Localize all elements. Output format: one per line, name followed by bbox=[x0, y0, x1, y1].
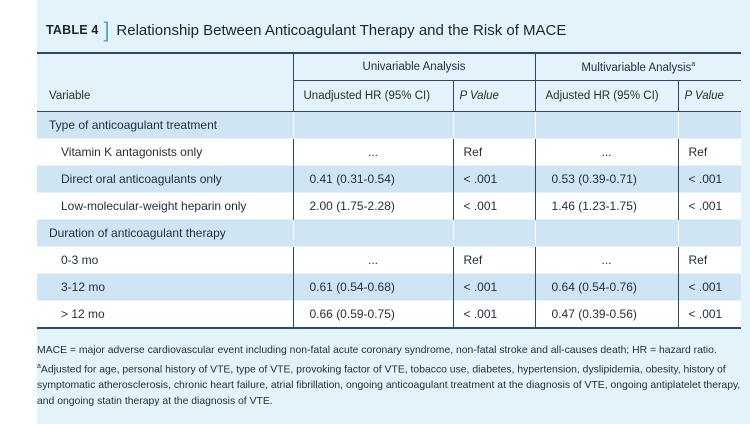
header-multivariable: Multivariable Analysisa bbox=[534, 52, 742, 81]
cell-adjusted-hr bbox=[534, 111, 679, 139]
cell-p-value bbox=[452, 219, 536, 247]
table-row: Type of anticoagulant treatment bbox=[37, 111, 742, 139]
table-row: Direct oral anticoagulants only 0.41 (0.… bbox=[37, 165, 742, 193]
cell-p-value: < .001 bbox=[452, 300, 536, 329]
cell-p-value: < .001 bbox=[452, 165, 536, 193]
header-univariable: Univariable Analysis bbox=[292, 52, 536, 81]
cell-p-value: < .001 bbox=[452, 273, 536, 301]
table-row: Low-molecular-weight heparin only 2.00 (… bbox=[37, 192, 742, 220]
table-row: Vitamin K antagonists only ... Ref ... R… bbox=[37, 138, 742, 166]
cell-p-value: Ref bbox=[677, 246, 742, 274]
header-p-value-univariable: P Value bbox=[452, 80, 536, 112]
cell-unadjusted-hr: ... bbox=[292, 246, 453, 274]
cell-p-value bbox=[677, 111, 742, 139]
cell-p-value: < .001 bbox=[452, 192, 536, 220]
header-blank bbox=[37, 52, 293, 81]
row-label: Type of anticoagulant treatment bbox=[37, 111, 293, 139]
row-label: 0-3 mo bbox=[37, 246, 293, 274]
cell-unadjusted-hr: ... bbox=[292, 138, 453, 166]
cell-p-value: < .001 bbox=[677, 300, 742, 329]
row-label: Low-molecular-weight heparin only bbox=[37, 192, 293, 220]
header-multivariable-sup: a bbox=[691, 60, 696, 68]
footnote-abbreviations: MACE = major adverse cardiovascular even… bbox=[37, 345, 717, 356]
cell-unadjusted-hr: 0.61 (0.54-0.68) bbox=[292, 273, 453, 301]
table-title: TABLE 4 ] Relationship Between Anticoagu… bbox=[46, 18, 566, 42]
cell-adjusted-hr: 0.53 (0.39-0.71) bbox=[534, 165, 679, 193]
cell-unadjusted-hr: 0.66 (0.59-0.75) bbox=[292, 300, 453, 329]
table-number: TABLE 4 bbox=[46, 23, 99, 37]
cell-unadjusted-hr bbox=[292, 219, 453, 247]
row-label: > 12 mo bbox=[37, 300, 293, 329]
header-group-row: Univariable Analysis Multivariable Analy… bbox=[37, 52, 742, 81]
footnote-marker: a bbox=[37, 363, 41, 370]
table-row: 0-3 mo ... Ref ... Ref bbox=[37, 246, 742, 274]
cell-adjusted-hr: ... bbox=[534, 246, 679, 274]
row-label: Duration of anticoagulant therapy bbox=[37, 219, 293, 247]
table-row: > 12 mo 0.66 (0.59-0.75) < .001 0.47 (0.… bbox=[37, 300, 742, 329]
cell-p-value: < .001 bbox=[677, 273, 742, 301]
table-title-text: Relationship Between Anticoagulant Thera… bbox=[116, 21, 567, 39]
cell-p-value: Ref bbox=[452, 138, 536, 166]
cell-p-value bbox=[677, 219, 742, 247]
cell-adjusted-hr: 0.64 (0.54-0.76) bbox=[534, 273, 679, 301]
cell-adjusted-hr bbox=[534, 219, 679, 247]
footnote-adjustment-text: Adjusted for age, personal history of VT… bbox=[37, 364, 741, 408]
table-row: 3-12 mo 0.61 (0.54-0.68) < .001 0.64 (0.… bbox=[37, 273, 742, 301]
row-label: Direct oral anticoagulants only bbox=[37, 165, 293, 193]
header-adjusted-hr: Adjusted HR (95% CI) bbox=[534, 80, 679, 112]
cell-adjusted-hr: ... bbox=[534, 138, 679, 166]
row-label: Vitamin K antagonists only bbox=[37, 138, 293, 166]
cell-p-value: < .001 bbox=[677, 192, 742, 220]
cell-unadjusted-hr: 0.41 (0.31-0.54) bbox=[292, 165, 453, 193]
cell-unadjusted-hr bbox=[292, 111, 453, 139]
cell-adjusted-hr: 0.47 (0.39-0.56) bbox=[534, 300, 679, 329]
cell-p-value: < .001 bbox=[677, 165, 742, 193]
header-unadjusted-hr: Unadjusted HR (95% CI) bbox=[292, 80, 453, 112]
table-row: Duration of anticoagulant therapy bbox=[37, 219, 742, 247]
cell-unadjusted-hr: 2.00 (1.75-2.28) bbox=[292, 192, 453, 220]
row-label: 3-12 mo bbox=[37, 273, 293, 301]
cell-p-value: Ref bbox=[452, 246, 536, 274]
cell-adjusted-hr: 1.46 (1.23-1.75) bbox=[534, 192, 679, 220]
footnote-adjustment: aAdjusted for age, personal history of V… bbox=[37, 359, 741, 410]
cell-p-value: Ref bbox=[677, 138, 742, 166]
cell-p-value bbox=[452, 111, 536, 139]
header-column-row: Variable Unadjusted HR (95% CI) P Value … bbox=[37, 80, 742, 112]
header-variable: Variable bbox=[37, 80, 293, 112]
table-footnotes: MACE = major adverse cardiovascular even… bbox=[37, 343, 741, 410]
title-bracket: ] bbox=[103, 18, 110, 42]
header-p-value-multivariable: P Value bbox=[677, 80, 742, 112]
results-table: Univariable Analysis Multivariable Analy… bbox=[37, 52, 742, 329]
